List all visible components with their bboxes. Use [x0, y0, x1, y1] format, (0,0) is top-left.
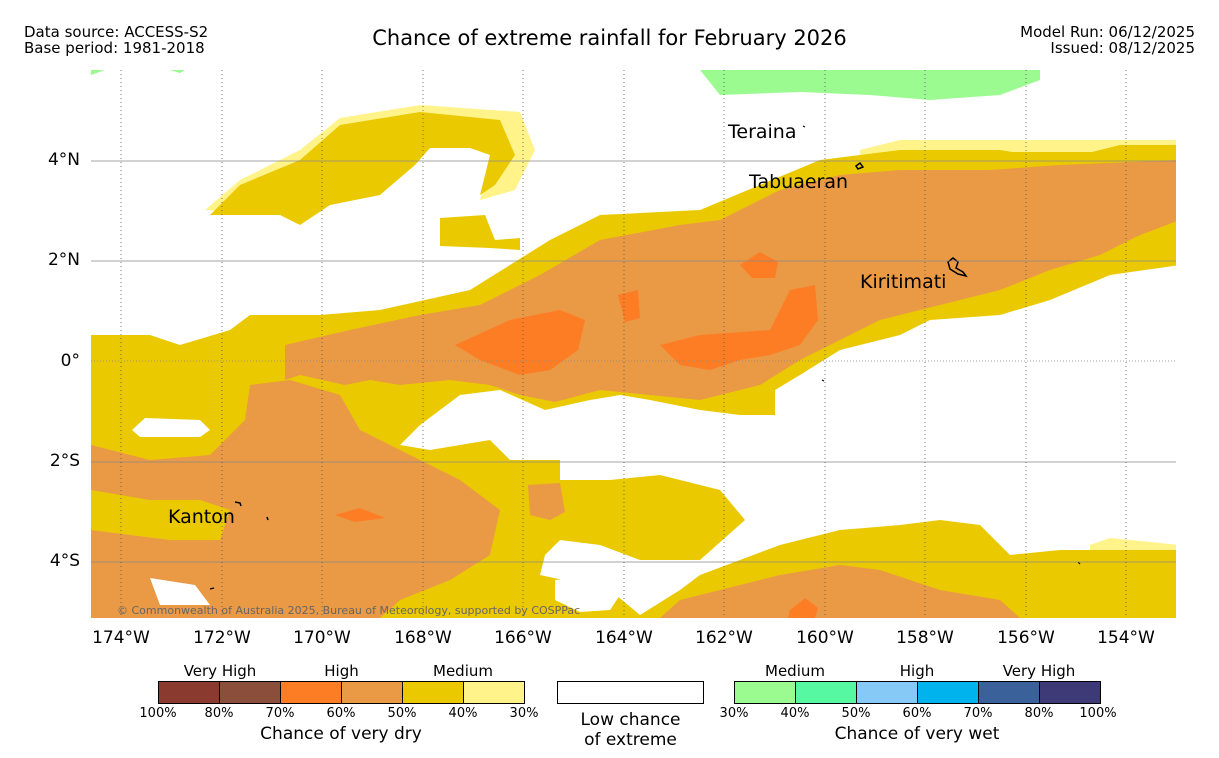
- copyright-notice: © Commonwealth of Australia 2025, Bureau…: [117, 604, 581, 617]
- model-run: Model Run: 06/12/2025: [1020, 23, 1195, 41]
- legend-wet-very-high: Very High: [1002, 662, 1076, 680]
- lon-label-174w: 174°W: [92, 628, 150, 648]
- region-high-dry-70-d: [660, 285, 818, 370]
- lon-label-170w: 170°W: [293, 628, 351, 648]
- region-high-dry-60-sw: [660, 565, 1020, 618]
- legend-dry-tick-80: 80%: [204, 706, 234, 721]
- region-low-chance-west: [132, 418, 210, 437]
- region-high-dry-70-f: [788, 598, 818, 618]
- map-title: Chance of extreme rainfall for February …: [372, 26, 847, 50]
- region-medium-wet: [700, 70, 1040, 100]
- legend-dry-tick-40: 40%: [448, 706, 478, 721]
- data-source: Data source: ACCESS-S2: [24, 23, 209, 41]
- legend-dry-swatch-50-40: [403, 682, 464, 703]
- legend-wet-swatch-40-50: [796, 682, 857, 703]
- legend-dry-tick-70: 70%: [265, 706, 295, 721]
- lon-label-160w: 160°W: [796, 628, 854, 648]
- legend-wet-tick-40: 40%: [780, 706, 810, 721]
- legend-wet-swatch-60-70: [918, 682, 979, 703]
- legend-wet-swatch-70-80: [979, 682, 1040, 703]
- legend-dry-tick-30: 30%: [509, 706, 539, 721]
- legend-wet-swatch-50-60: [857, 682, 918, 703]
- legend-low-chance-swatch: [557, 681, 704, 704]
- legend-dry-high: High: [324, 662, 359, 680]
- longitude-gridlines: [120, 70, 1127, 618]
- region-high-dry-70-b: [618, 290, 640, 322]
- lon-label-158w: 158°W: [896, 628, 954, 648]
- lat-label-2s: 2°S: [49, 451, 80, 471]
- region-low-chance-kanton: [150, 578, 210, 605]
- lat-label-4n: 4°N: [47, 150, 80, 170]
- region-high-dry-70-e: [335, 508, 385, 522]
- region-medium-dry-patch: [440, 215, 520, 250]
- legend-wet-tick-80: 80%: [1024, 706, 1054, 721]
- legend-dry-swatch-60-50: [342, 682, 403, 703]
- legend-wet-high: High: [899, 662, 935, 680]
- lon-label-154w: 154°W: [1097, 628, 1155, 648]
- region-high-dry-60-south: [91, 380, 500, 618]
- place-label-kanton: Kanton: [168, 506, 235, 528]
- island-small-3: [821, 379, 825, 382]
- base-period: Base period: 1981-2018: [24, 39, 205, 57]
- legend-dry-very-high: Very High: [183, 662, 257, 680]
- region-medium-wet-spot: [170, 70, 185, 73]
- legend-wet-swatch-80-100: [1040, 682, 1100, 703]
- legend-dry-tick-60: 60%: [326, 706, 356, 721]
- lon-label-164w: 164°W: [595, 628, 653, 648]
- legend-dry-title: Chance of very dry: [260, 724, 422, 744]
- place-label-kiritimati: Kiritimati: [860, 271, 947, 293]
- place-label-tabuaeran: Tabuaeran: [749, 171, 849, 193]
- legend-low-chance-label: Low chance of extreme: [557, 710, 704, 750]
- legend-wet-title: Chance of very wet: [834, 724, 1000, 744]
- legend-wet-tick-60: 60%: [902, 706, 932, 721]
- island-kanton: [234, 501, 269, 521]
- issued-date: Issued: 08/12/2025: [1050, 39, 1195, 57]
- lon-label-156w: 156°W: [997, 628, 1055, 648]
- lat-label-4s: 4°S: [49, 551, 80, 571]
- header-left: Data source: ACCESS-S2 Base period: 1981…: [24, 24, 208, 56]
- legend-dry-swatch-70-60: [281, 682, 342, 703]
- island-teraina: [802, 125, 806, 128]
- legend-low-chance-line2: of extreme: [584, 730, 677, 750]
- region-low-chance-southeast: [555, 575, 620, 612]
- legend-wet-tick-70: 70%: [963, 706, 993, 721]
- legend-wet-medium: Medium: [765, 662, 825, 680]
- region-medium-wet-west: [91, 70, 105, 75]
- gridlines: [91, 160, 1176, 563]
- lat-label-2n: 2°N: [47, 250, 80, 270]
- island-kiritimati: [947, 257, 968, 278]
- region-high-dry-60-patch: [528, 483, 565, 520]
- lon-label-162w: 162°W: [695, 628, 753, 648]
- island-tabuaeran: [854, 161, 865, 170]
- header-right: Model Run: 06/12/2025 Issued: 08/12/2025: [1020, 24, 1195, 56]
- legend-low-chance-line1: Low chance: [580, 710, 681, 730]
- legend-wet-swatch-30-40: [735, 682, 796, 703]
- island-small-1: [209, 587, 215, 590]
- legend-dry-tick-50: 50%: [387, 706, 417, 721]
- lat-label-0: 0°: [60, 351, 80, 371]
- region-high-dry-70-a: [455, 310, 585, 375]
- region-medium-dry-north-arc: [210, 112, 515, 225]
- map-fill-layer: [91, 70, 1176, 618]
- lon-label-166w: 166°W: [494, 628, 552, 648]
- legend-dry-swatch-40-30: [464, 682, 524, 703]
- lon-label-168w: 168°W: [394, 628, 452, 648]
- lon-label-172w: 172°W: [193, 628, 251, 648]
- region-high-dry-70-c: [740, 252, 778, 278]
- legend-wet-tick-50: 50%: [841, 706, 871, 721]
- legend-dry-medium: Medium: [433, 662, 493, 680]
- legend-wet-tick-30: 30%: [719, 706, 749, 721]
- legend-wet-tick-100: 100%: [1079, 706, 1117, 721]
- legend-dry-swatch-80-70: [220, 682, 281, 703]
- legend-wet-colorbar: [734, 681, 1101, 704]
- legend-dry-swatch-100-80: [159, 682, 220, 703]
- legend-dry-tick-100: 100%: [139, 706, 177, 721]
- place-label-teraina: Teraina: [728, 121, 797, 143]
- legend-dry-colorbar: [158, 681, 525, 704]
